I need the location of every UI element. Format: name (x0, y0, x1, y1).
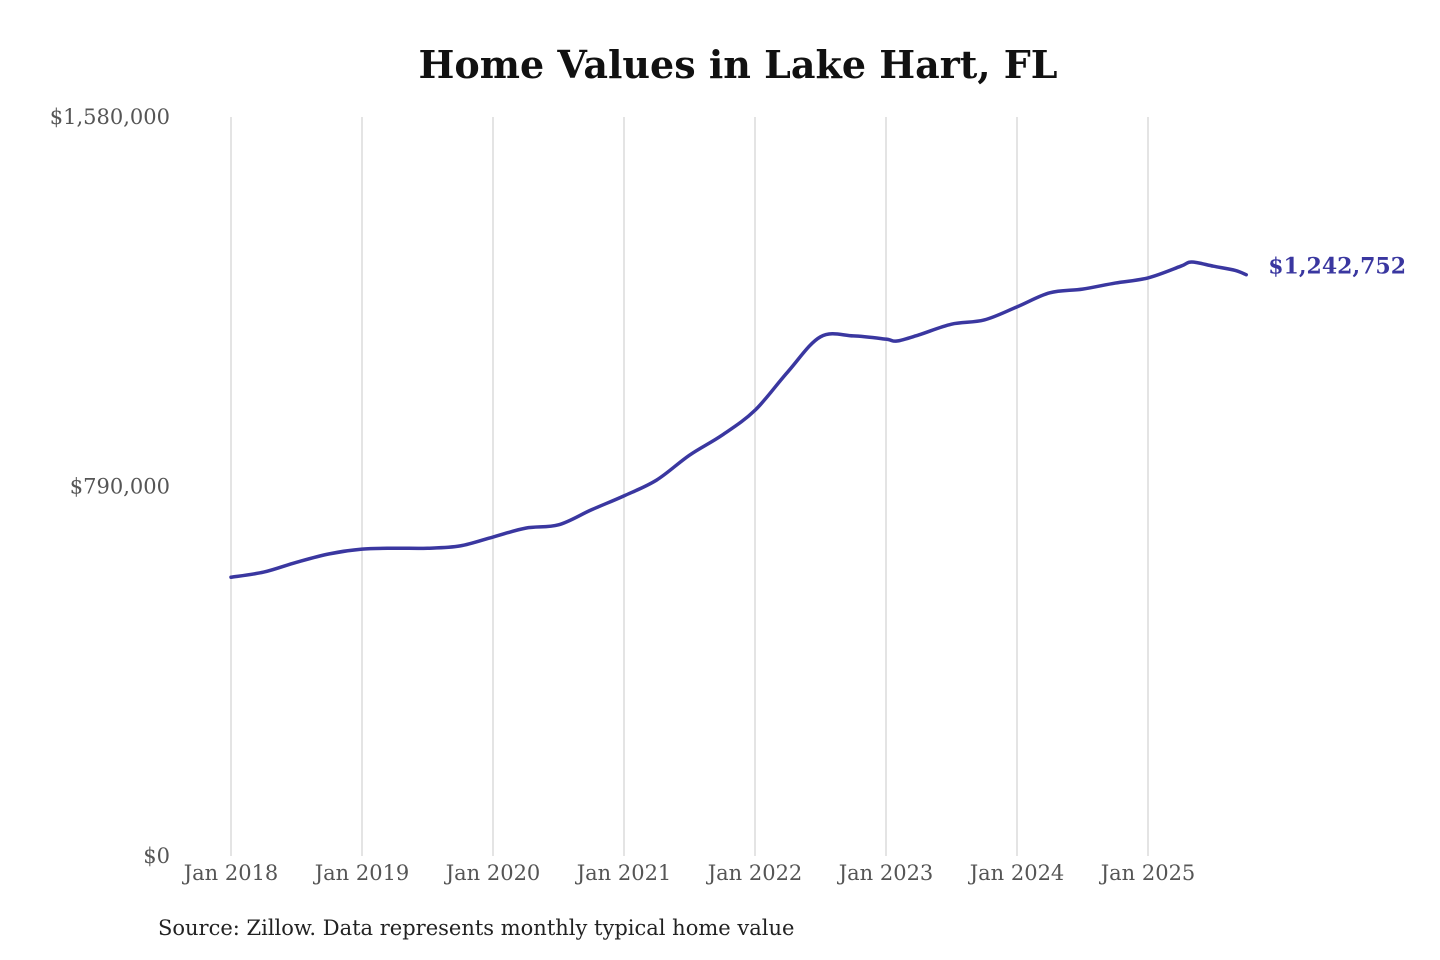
chart-title: Home Values in Lake Hart, FL (418, 42, 1058, 87)
y-tick-label: $0 (143, 844, 170, 868)
series-line (229, 260, 1248, 579)
y-tick-label: $790,000 (70, 475, 170, 499)
x-tick-label: Jan 2019 (313, 861, 410, 885)
end-value-label: $1,242,752 (1268, 254, 1406, 280)
x-tick-label: Jan 2018 (182, 861, 279, 885)
x-tick-label: Jan 2021 (575, 861, 672, 885)
source-note: Source: Zillow. Data represents monthly … (158, 916, 795, 940)
x-tick-label: Jan 2023 (837, 861, 934, 885)
x-tick-label: Jan 2025 (1099, 861, 1196, 885)
x-tick-label: Jan 2024 (968, 861, 1065, 885)
y-tick-label: $1,580,000 (50, 105, 170, 129)
x-tick-label: Jan 2022 (706, 861, 803, 885)
x-tick-label: Jan 2020 (444, 861, 541, 885)
